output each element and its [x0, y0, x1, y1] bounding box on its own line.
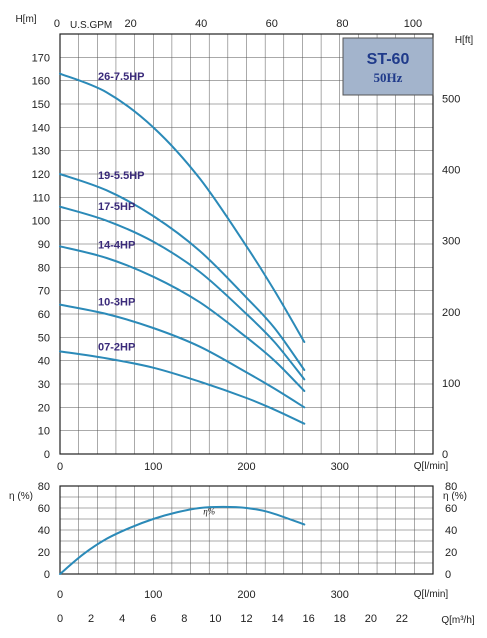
eff-tick-label-right: 0: [445, 569, 451, 581]
flow-tick-label-bottom: 300: [331, 589, 349, 601]
m3h-tick-label: 2: [88, 613, 94, 625]
gpm-tick-label: 60: [266, 18, 278, 30]
head-tick-label: 130: [32, 146, 50, 158]
efficiency-curve-line: [59, 505, 306, 575]
m3h-tick-label: 14: [271, 613, 283, 625]
curve-label: 17-5HP: [98, 201, 135, 213]
head-tick-label: 20: [38, 402, 50, 414]
eff-tick-label-left: 20: [38, 547, 50, 559]
head-tick-label: 170: [32, 52, 50, 64]
head-tick-label: 110: [32, 192, 50, 204]
efficiency-grid: [59, 485, 434, 575]
flow-tick-label-bottom: 100: [144, 589, 162, 601]
flow-axis-label-bottom: Q[l/min]: [414, 589, 449, 600]
gpm-axis-label: U.S.GPM: [70, 20, 112, 31]
eff-tick-label-left: 0: [44, 569, 50, 581]
head-tick-label: 0: [44, 449, 50, 461]
head-tick-label: 100: [32, 216, 50, 228]
head-curves: 26-7.5HP 19-5.5HP 17-5HP 14-4HP 10-3HP 07-2HP: [59, 71, 306, 425]
curve-label: 19-5.5HP: [98, 170, 144, 182]
gpm-tick-label: 40: [195, 18, 207, 30]
m3h-tick-label: 20: [365, 613, 377, 625]
m3h-tick-label: 6: [150, 613, 156, 625]
eff-axis-label-right: η (%): [443, 491, 467, 502]
feet-tick-label: 200: [442, 307, 460, 319]
head-tick-label: 120: [32, 169, 50, 181]
feet-tick-label: 0: [442, 449, 448, 461]
axis-ticks: 0102030405060708090100110120130140150160…: [32, 18, 461, 625]
m3h-tick-label: 18: [334, 613, 346, 625]
head-tick-label: 90: [38, 239, 50, 251]
flow-tick-label-bottom: 200: [237, 589, 255, 601]
eff-tick-label-left: 60: [38, 503, 50, 515]
m3h-tick-label: 10: [209, 613, 221, 625]
head-plot-frame: [59, 33, 434, 455]
feet-tick-label: 500: [442, 93, 460, 105]
curve-label: 26-7.5HP: [98, 71, 144, 83]
eff-tick-label-right: 80: [445, 481, 457, 493]
head-curve-26-7.5HP: [59, 72, 306, 343]
badge-title: ST-60: [367, 51, 410, 68]
head-axis-label: H[m]: [15, 14, 36, 25]
head-tick-label: 10: [38, 426, 50, 438]
m3h-tick-label: 0: [57, 613, 63, 625]
flow-tick-label: 200: [237, 461, 255, 473]
curve-label: 07-2HP: [98, 342, 135, 354]
head-tick-label: 140: [32, 122, 50, 134]
model-badge: ST-60 50Hz: [342, 37, 434, 96]
flow-tick-label: 0: [57, 461, 63, 473]
efficiency-curve-label: η%: [203, 507, 215, 517]
gpm-tick-label: 80: [336, 18, 348, 30]
curve-label: 14-4HP: [98, 239, 135, 251]
gpm-tick-label: 100: [404, 18, 422, 30]
efficiency-curve: η%: [59, 505, 306, 575]
flow-tick-label: 100: [144, 461, 162, 473]
eff-tick-label-right: 60: [445, 503, 457, 515]
head-tick-label: 40: [38, 356, 50, 368]
eff-axis-label-left: η (%): [9, 491, 33, 502]
head-curve-10-3HP: [59, 303, 306, 409]
m3h-tick-label: 4: [119, 613, 125, 625]
m3h-tick-label: 22: [396, 613, 408, 625]
gpm-tick-label: 20: [124, 18, 136, 30]
gpm-tick-label: 0: [54, 18, 60, 30]
badge-subtitle: 50Hz: [374, 70, 403, 85]
eff-tick-label-left: 80: [38, 481, 50, 493]
head-curve-17-5HP: [59, 205, 306, 381]
m3h-axis-label: Q[m³/h]: [441, 615, 475, 626]
flow-axis-label: Q[l/min]: [414, 461, 449, 472]
head-tick-label: 70: [38, 286, 50, 298]
head-tick-label: 30: [38, 379, 50, 391]
badge-box: [342, 37, 434, 96]
head-tick-label: 160: [32, 76, 50, 88]
m3h-tick-label: 8: [181, 613, 187, 625]
eff-tick-label-right: 20: [445, 547, 457, 559]
eff-tick-label-right: 40: [445, 525, 457, 537]
feet-axis-label: H[ft]: [455, 35, 474, 46]
head-tick-label: 50: [38, 332, 50, 344]
efficiency-plot-frame: [59, 485, 434, 575]
feet-tick-label: 300: [442, 236, 460, 248]
head-curve-19-5.5HP: [59, 173, 306, 371]
flow-tick-label: 300: [331, 461, 349, 473]
head-curve-07-2HP: [59, 350, 306, 425]
curve-label: 10-3HP: [98, 296, 135, 308]
head-tick-label: 60: [38, 309, 50, 321]
m3h-tick-label: 16: [303, 613, 315, 625]
head-tick-label: 150: [32, 99, 50, 111]
m3h-tick-label: 12: [240, 613, 252, 625]
flow-tick-label-bottom: 0: [57, 589, 63, 601]
eff-tick-label-left: 40: [38, 525, 50, 537]
feet-tick-label: 400: [442, 165, 460, 177]
head-curve-14-4HP: [59, 245, 306, 392]
head-tick-label: 80: [38, 262, 50, 274]
feet-tick-label: 100: [442, 378, 460, 390]
